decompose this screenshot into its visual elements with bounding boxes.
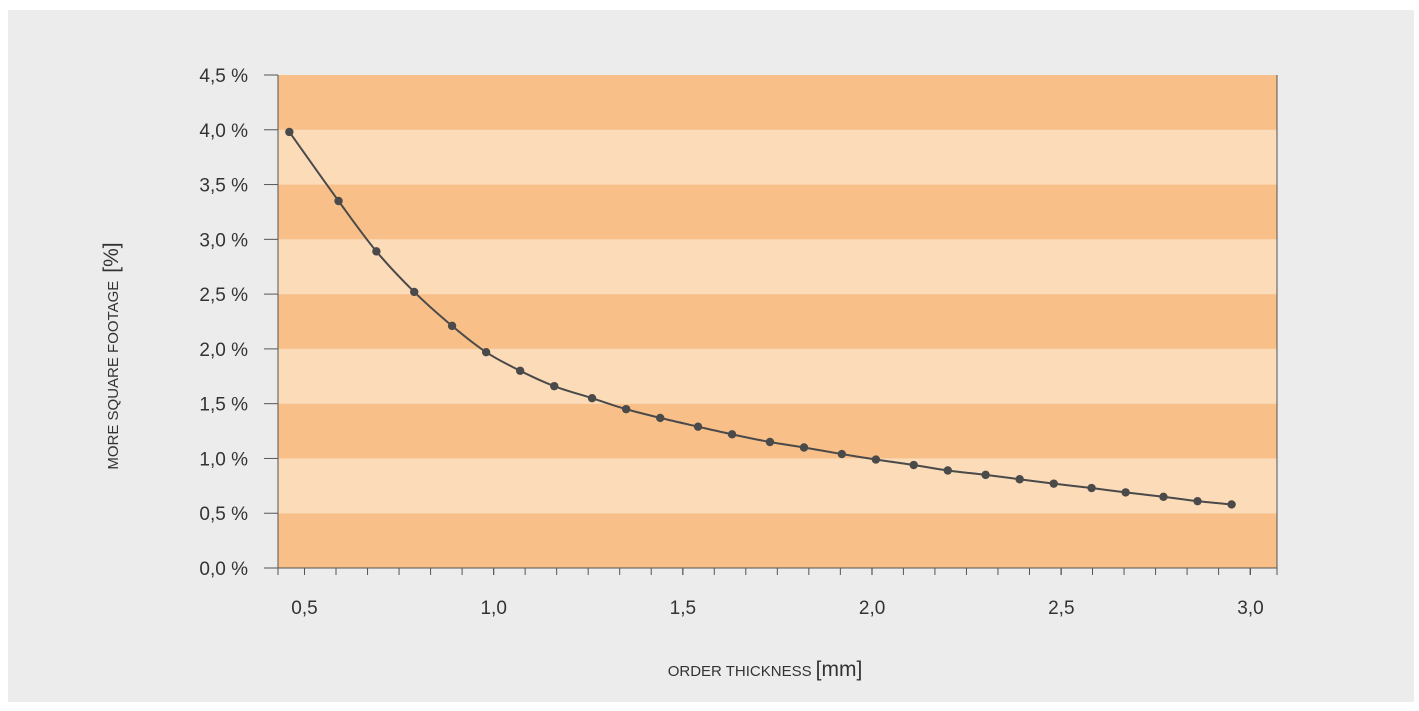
y-tick-label: 2,5 %: [199, 285, 248, 306]
data-point: [765, 437, 775, 447]
data-point: [515, 366, 525, 375]
data-point: [1159, 492, 1168, 501]
x-tick-label: 2,5: [1048, 598, 1074, 619]
background-band: [278, 129, 1277, 185]
data-point: [550, 381, 559, 391]
data-point: [693, 422, 703, 431]
background-band: [278, 348, 1277, 404]
background-band: [278, 294, 1277, 349]
background-band: [278, 403, 1277, 459]
x-tick-label: 3,0: [1237, 598, 1263, 619]
y-tick-label: 3,5 %: [199, 176, 248, 197]
y-tick-label: 4,0 %: [199, 121, 248, 142]
x-tick-label: 2,0: [859, 598, 885, 619]
data-point: [871, 455, 881, 464]
axes: [264, 75, 1278, 575]
data-point: [837, 449, 847, 459]
data-point: [1227, 500, 1236, 509]
data-point: [1121, 488, 1130, 497]
data-point: [655, 413, 665, 423]
data-point: [587, 393, 597, 403]
series-points: [285, 127, 1236, 509]
data-point: [1015, 475, 1024, 484]
y-axis-ticks: 0,0 % 0,5 % 1,0 % 1,5 % 2,0 % 2,5 % 3,0 % 3,5 %…: [199, 66, 278, 580]
y-tick-label: 1,0 %: [199, 449, 248, 470]
background-band: [278, 458, 1277, 514]
data-point: [799, 443, 809, 452]
y-tick-label: 0,0 %: [199, 559, 248, 580]
background-band: [278, 239, 1277, 295]
data-point: [481, 347, 491, 357]
y-tick-label: 2,0 %: [199, 340, 248, 361]
x-tick-label: 0,5: [291, 598, 317, 619]
background-band: [278, 75, 1277, 130]
data-point: [621, 404, 631, 414]
y-axis-label: MORE SQUARE FOOTAGE[%]: [100, 242, 123, 469]
data-point: [447, 321, 457, 331]
data-point: [372, 247, 381, 256]
data-point: [285, 127, 294, 137]
x-tick-label: 1,5: [670, 598, 696, 619]
data-point: [1087, 483, 1096, 493]
y-tick-label: 4,5 %: [199, 66, 248, 87]
data-point: [943, 466, 952, 475]
data-point: [909, 460, 918, 470]
background-band: [278, 184, 1277, 240]
y-tick-label: 1,5 %: [199, 395, 248, 416]
y-tick-label: 3,0 %: [199, 230, 248, 251]
background-bands: [278, 75, 1277, 568]
data-point: [410, 287, 419, 297]
x-axis-ticks: 0,5 1,0 1,5 2,0 2,5 3,0: [291, 568, 1264, 619]
y-tick-label: 0,5 %: [199, 504, 248, 525]
x-axis-label: ORDER THICKNESS [mm]: [668, 658, 863, 681]
data-point: [727, 430, 737, 439]
data-point: [981, 470, 990, 480]
data-point: [334, 196, 343, 206]
background-band: [278, 513, 1277, 568]
x-tick-label: 1,0: [480, 598, 506, 619]
data-point: [1049, 479, 1058, 488]
data-point: [1193, 496, 1202, 506]
